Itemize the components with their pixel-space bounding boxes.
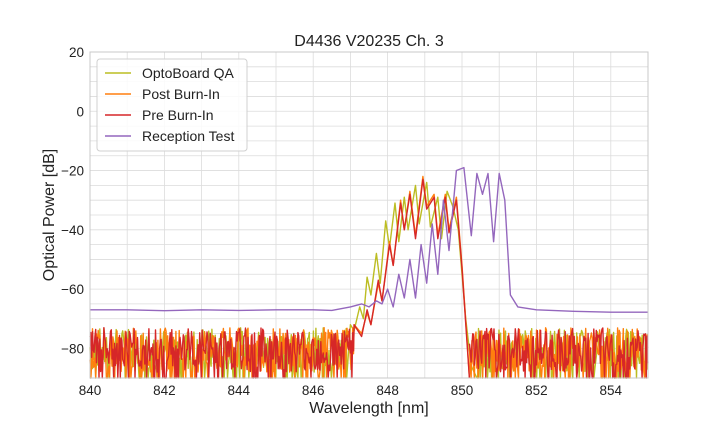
plot-frame bbox=[89, 51, 649, 379]
chart-title: D4436 V20235 Ch. 3 bbox=[294, 33, 444, 50]
y-tick-label: 20 bbox=[69, 45, 84, 60]
legend-label: Pre Burn-In bbox=[142, 107, 214, 123]
x-tick-label: 850 bbox=[451, 383, 474, 398]
y-tick-label: −60 bbox=[61, 282, 84, 297]
legend-label: Post Burn-In bbox=[142, 86, 220, 102]
x-tick-label: 854 bbox=[600, 383, 623, 398]
y-tick-label: 0 bbox=[76, 104, 84, 119]
series-pre-burn-in bbox=[89, 178, 649, 379]
series-layer bbox=[89, 51, 649, 379]
x-tick-label: 840 bbox=[79, 383, 102, 398]
y-tick-label: −80 bbox=[61, 341, 84, 356]
y-tick-label: −40 bbox=[61, 223, 84, 238]
x-tick-label: 852 bbox=[525, 383, 548, 398]
series-line bbox=[89, 178, 649, 379]
x-tick-label: 848 bbox=[376, 383, 399, 398]
ticks: 840 842 844 846 848 850 852 854 20 0 −20 −40 −60 −80 bbox=[61, 45, 622, 398]
x-tick-label: 844 bbox=[228, 383, 251, 398]
legend-label: Reception Test bbox=[142, 128, 234, 144]
legend-box bbox=[96, 58, 248, 152]
x-tick-label: 846 bbox=[302, 383, 325, 398]
legend: OptoBoard QA Post Burn-In Pre Burn-In Recep… bbox=[96, 58, 248, 152]
series-reception-test bbox=[90, 166, 648, 313]
series-line bbox=[90, 166, 648, 313]
legend-label: OptoBoard QA bbox=[142, 65, 234, 81]
x-axis-label: Wavelength [nm] bbox=[309, 400, 428, 417]
x-tick-label: 842 bbox=[153, 383, 176, 398]
y-tick-label: −20 bbox=[61, 164, 84, 179]
y-axis-label: Optical Power [dB] bbox=[41, 149, 58, 282]
